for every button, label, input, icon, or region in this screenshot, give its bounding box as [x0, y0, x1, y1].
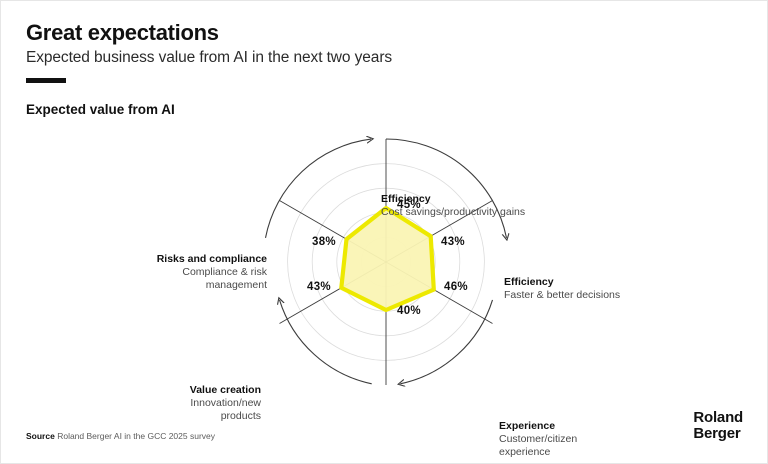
source-label: Source — [26, 431, 55, 441]
axis-callout-risks-compliance: Risks and compliance Compliance & risk m… — [81, 253, 267, 292]
axis-callout-detail-line2: experience — [499, 446, 551, 458]
source-text: Roland Berger AI in the GCC 2025 survey — [57, 431, 216, 441]
brand-logo: Roland Berger — [693, 410, 743, 442]
outer-arc-top-left — [264, 139, 372, 239]
page-title: Great expectations — [26, 20, 219, 45]
axis-callout-title: Value creation — [189, 384, 261, 396]
value-label-experience-customer: 46% — [444, 281, 468, 293]
value-label-risks-compliance: 38% — [312, 236, 336, 248]
axis-callout-detail: Cost savings/productivity gains — [381, 206, 526, 218]
radar-chart: 45% 43% 46% 40% 43% 38% Efficiency Cost … — [1, 91, 768, 458]
axis-callout-efficiency-cost: Efficiency Cost savings/productivity gai… — [381, 193, 525, 219]
value-label-efficiency-cost: 45% — [397, 199, 421, 211]
axis-callout-detail-line1: Innovation/new — [190, 397, 261, 409]
accent-rule — [26, 78, 66, 83]
source-note: Source Roland Berger AI in the GCC 2025 … — [26, 431, 215, 441]
axis-callout-title: Experience — [499, 420, 556, 432]
axis-callout-title: Efficiency — [381, 193, 431, 205]
axis-callout-detail-line1: Customer/citizen — [499, 433, 578, 445]
radar-data-polygon — [339, 205, 436, 313]
axis-callout-detail: Faster & better decisions — [504, 289, 621, 301]
axis-callout-value-creation-innovation: Value creation Innovation/new products — [81, 384, 261, 423]
brand-logo-line1: Roland — [693, 409, 743, 426]
outer-arc-group — [264, 138, 507, 385]
outer-arc-bottom-left — [280, 300, 372, 385]
axis-callout-detail-line2: products — [220, 410, 261, 422]
chart-section-title: Expected value from AI — [26, 102, 175, 117]
axis-callout-detail-line2: management — [205, 279, 267, 291]
axis-callout-experience: Experience Customer/citizen experience — [499, 420, 577, 459]
radar-chart-svg — [264, 91, 768, 411]
outer-arc-top-right — [385, 138, 507, 238]
page-subtitle: Expected business value from AI in the n… — [26, 49, 393, 66]
value-label-efficiency-decisions: 43% — [441, 236, 465, 248]
value-label-value-creation-revenue: 40% — [397, 305, 421, 317]
outer-arc-bottom-right — [400, 299, 494, 384]
axis-callout-detail-line1: Compliance & risk — [182, 266, 267, 278]
axis-callout-title: Efficiency — [504, 276, 554, 288]
brand-logo-line2: Berger — [693, 425, 741, 442]
value-label-value-creation-innovation: 43% — [307, 281, 331, 293]
axis-callout-efficiency-decisions: Efficiency Faster & better decisions — [504, 276, 620, 302]
axis-callout-title: Risks and compliance — [156, 253, 267, 265]
